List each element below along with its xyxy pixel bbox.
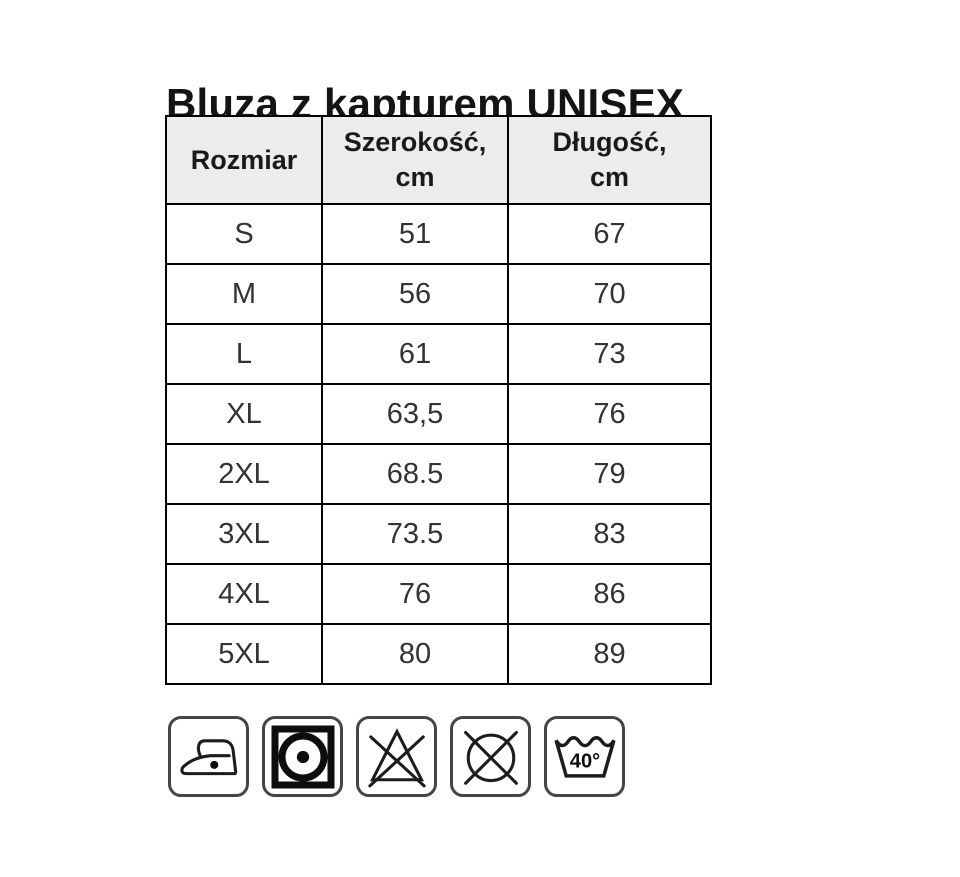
length-cell: 86 bbox=[507, 563, 712, 625]
wash-40-icon: 40° bbox=[553, 735, 616, 778]
size-cell: S bbox=[165, 203, 323, 265]
length-cell: 76 bbox=[507, 383, 712, 445]
table-row: M 56 70 bbox=[165, 263, 712, 325]
care-symbols-row: 40° bbox=[168, 716, 625, 797]
tumble-dry-icon bbox=[271, 725, 334, 788]
length-cell: 73 bbox=[507, 323, 712, 385]
table-row: XL 63,5 76 bbox=[165, 383, 712, 445]
size-chart-table: Rozmiar Szerokość, cm Długość, cm S 51 6… bbox=[165, 115, 712, 685]
width-cell: 76 bbox=[321, 563, 509, 625]
table-row: 2XL 68.5 79 bbox=[165, 443, 712, 505]
table-row: 3XL 73.5 83 bbox=[165, 503, 712, 565]
size-cell: 2XL bbox=[165, 443, 323, 505]
do-not-bleach-icon bbox=[367, 727, 426, 787]
length-cell: 79 bbox=[507, 443, 712, 505]
size-cell: 4XL bbox=[165, 563, 323, 625]
length-cell: 67 bbox=[507, 203, 712, 265]
column-header-length: Długość, cm bbox=[507, 115, 712, 205]
table-row: 4XL 76 86 bbox=[165, 563, 712, 625]
column-header-size: Rozmiar bbox=[165, 115, 323, 205]
size-cell: L bbox=[165, 323, 323, 385]
size-cell: 3XL bbox=[165, 503, 323, 565]
table-row: S 51 67 bbox=[165, 203, 712, 265]
width-cell: 73.5 bbox=[321, 503, 509, 565]
length-cell: 89 bbox=[507, 623, 712, 685]
width-cell: 68.5 bbox=[321, 443, 509, 505]
length-cell: 70 bbox=[507, 263, 712, 325]
table-row: 5XL 80 89 bbox=[165, 623, 712, 685]
width-cell: 61 bbox=[321, 323, 509, 385]
table-row: L 61 73 bbox=[165, 323, 712, 385]
width-cell: 56 bbox=[321, 263, 509, 325]
care-symbol-wash-40: 40° bbox=[544, 716, 625, 797]
size-cell: 5XL bbox=[165, 623, 323, 685]
care-symbol-do-not-bleach bbox=[356, 716, 437, 797]
column-header-width: Szerokość, cm bbox=[321, 115, 509, 205]
do-not-dry-clean-icon bbox=[463, 730, 518, 785]
length-cell: 83 bbox=[507, 503, 712, 565]
care-symbol-tumble-dry bbox=[262, 716, 343, 797]
width-cell: 51 bbox=[321, 203, 509, 265]
width-cell: 63,5 bbox=[321, 383, 509, 445]
table-header-row: Rozmiar Szerokość, cm Długość, cm bbox=[165, 115, 712, 205]
iron-one-dot-icon bbox=[179, 738, 237, 775]
width-cell: 80 bbox=[321, 623, 509, 685]
care-symbol-iron bbox=[168, 716, 249, 797]
care-symbol-do-not-dry-clean bbox=[450, 716, 531, 797]
size-cell: M bbox=[165, 263, 323, 325]
size-cell: XL bbox=[165, 383, 323, 445]
wash-temperature-label: 40° bbox=[569, 750, 599, 772]
